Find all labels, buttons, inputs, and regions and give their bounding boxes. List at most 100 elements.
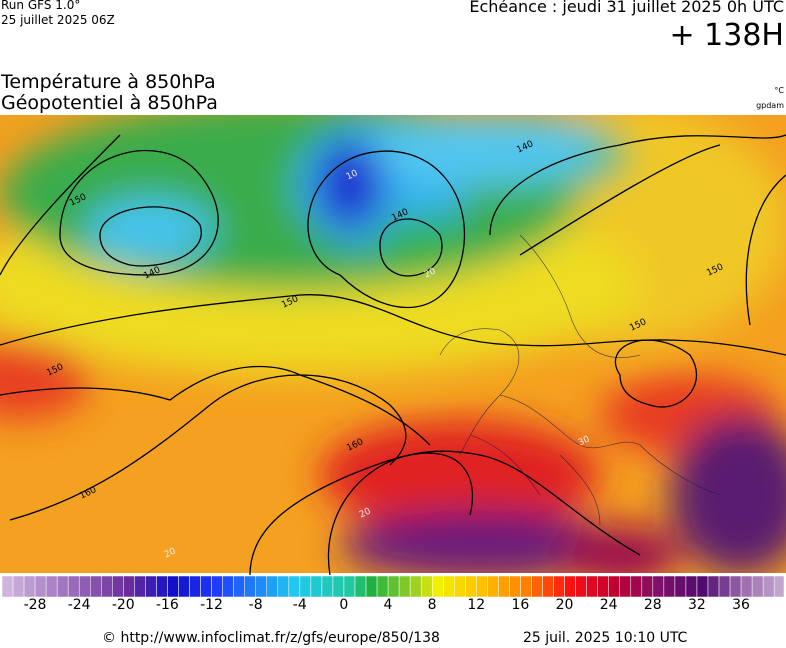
colorbar-swatch: [487, 575, 499, 598]
colorbar-swatch: [630, 575, 643, 598]
contour-label: 20: [163, 546, 178, 560]
colorbar-tick-label: 32: [688, 597, 706, 613]
colorbar-swatch: [12, 575, 25, 598]
colorbar-swatch: [34, 575, 47, 598]
colorbar-swatch: [586, 575, 598, 598]
colorbar-swatch: [575, 575, 587, 598]
colorbar-tick-label: -12: [200, 597, 223, 613]
colorbar-swatch: [277, 575, 290, 598]
colorbar-tick-label: 4: [384, 597, 393, 613]
colorbar-swatch: [299, 575, 312, 598]
lead-time: + 138H: [669, 18, 785, 53]
colorbar-swatch: [1, 575, 14, 598]
colorbar-swatch: [354, 575, 367, 598]
colorbar-swatch: [674, 575, 687, 598]
colorbar-swatch: [420, 575, 433, 598]
colorbar-swatch: [553, 575, 565, 598]
colorbar-swatch: [200, 575, 212, 598]
colorbar-tick-label: -8: [249, 597, 263, 613]
unit-gpdam: gpdam: [756, 101, 784, 110]
colorbar-swatch: [465, 575, 477, 598]
colorbar-swatch: [443, 575, 455, 598]
colorbar-swatch: [233, 575, 245, 598]
colorbar-swatch: [707, 575, 720, 598]
colorbar-swatch: [740, 575, 753, 598]
colorbar-tick-label: -28: [24, 597, 47, 613]
colorbar-swatch: [498, 575, 510, 598]
title-geopotential: Géopotentiel à 850hPa: [1, 92, 218, 114]
colorbar-swatch: [729, 575, 742, 598]
colorbar-swatch: [652, 575, 665, 598]
colorbar-swatch: [520, 575, 532, 598]
colorbar-swatch: [45, 575, 58, 598]
colorbar-swatch: [409, 575, 422, 598]
colorbar-swatch: [266, 575, 279, 598]
colorbar-swatch: [431, 575, 444, 598]
colorbar-swatch: [608, 575, 620, 598]
colorbar-swatch: [509, 575, 521, 598]
colorbar-swatch: [454, 575, 466, 598]
colorbar-swatch: [244, 575, 256, 598]
colorbar-swatch: [167, 575, 179, 598]
colorbar-swatch: [78, 575, 91, 598]
colorbar-swatch: [156, 575, 168, 598]
colorbar-swatch: [663, 575, 676, 598]
colorbar-swatch: [564, 575, 576, 598]
colorbar-swatch: [288, 575, 301, 598]
colorbar-swatch: [751, 575, 764, 598]
colorbar-swatch: [641, 575, 654, 598]
colorbar-swatch: [343, 575, 356, 598]
footer-date: 25 juil. 2025 10:10 UTC: [523, 630, 688, 646]
colorbar-swatch: [365, 575, 378, 598]
colorbar-tick-label: -4: [293, 597, 307, 613]
colorbar-tick-label: 24: [600, 597, 618, 613]
colorbar-swatch: [112, 575, 124, 598]
colorbar-tick-label: 12: [467, 597, 485, 613]
colorbar-tick-label: 28: [644, 597, 662, 613]
contour-label: 20: [358, 506, 373, 520]
temperature-field: [0, 115, 786, 573]
colorbar-tick-label: 16: [511, 597, 529, 613]
valid-time: Echéance : jeudi 31 juillet 2025 0h UTC: [469, 0, 784, 16]
colorbar-swatch: [90, 575, 102, 598]
colorbar-swatch: [178, 575, 190, 598]
colorbar-swatch: [718, 575, 731, 598]
colorbar: -28 -24 -20 -16 -12 -8 -4 0 4 8 12 16 20 24 28 32 36: [1, 575, 785, 613]
colorbar-tick-label: 20: [556, 597, 574, 613]
colorbar-swatch: [773, 575, 785, 598]
colorbar-swatch: [310, 575, 323, 598]
colorbar-swatch: [56, 575, 69, 598]
footer-url: © http://www.infoclimat.fr/z/gfs/europe/…: [102, 630, 440, 646]
run-date: 25 juillet 2025 06Z: [1, 13, 115, 27]
colorbar-swatch: [67, 575, 80, 598]
contour-label: 30: [577, 434, 592, 448]
colorbar-swatch: [762, 575, 775, 598]
colorbar-tick-label: 36: [732, 597, 750, 613]
colorbar-tick-label: -16: [156, 597, 179, 613]
colorbar-swatch: [542, 575, 554, 598]
colorbar-swatch: [685, 575, 698, 598]
colorbar-swatch: [222, 575, 234, 598]
colorbar-swatch: [531, 575, 543, 598]
colorbar-swatch: [101, 575, 113, 598]
colorbar-swatch: [321, 575, 334, 598]
geopotential-contours: [0, 134, 786, 575]
unit-celsius: °C: [774, 86, 784, 95]
colorbar-swatch: [145, 575, 157, 598]
colorbar-tick-label: -24: [68, 597, 91, 613]
colorbar-swatch: [398, 575, 411, 598]
run-label: Run GFS 1.0°: [1, 0, 81, 12]
colorbar-swatch: [134, 575, 146, 598]
colorbar-swatch: [597, 575, 609, 598]
colorbar-swatch: [123, 575, 135, 598]
coastlines: [439, 234, 721, 526]
title-temperature: Température à 850hPa: [1, 71, 216, 93]
colorbar-tick-label: -20: [112, 597, 135, 613]
colorbar-swatch: [476, 575, 488, 598]
contour-label: 10: [345, 168, 360, 182]
colorbar-swatch: [23, 575, 36, 598]
colorbar-swatch: [376, 575, 389, 598]
colorbar-swatch: [619, 575, 632, 598]
